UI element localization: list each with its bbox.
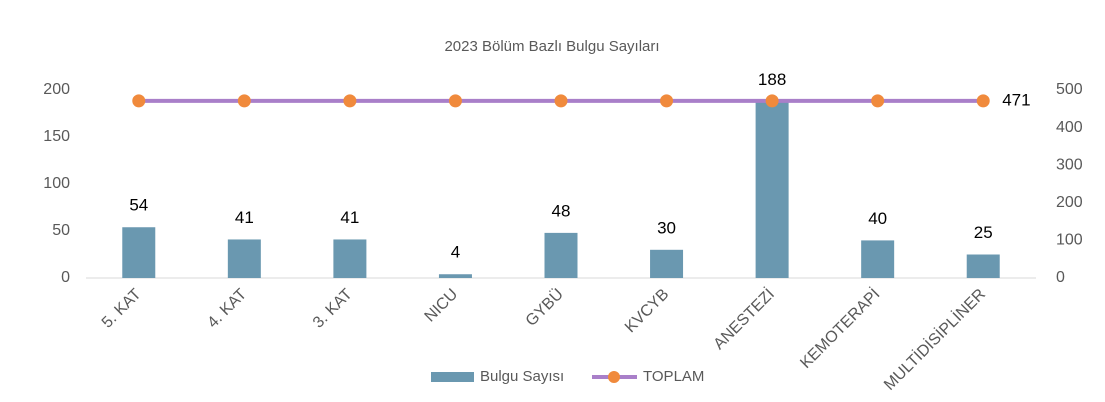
bar xyxy=(544,232,578,278)
line-marker xyxy=(871,94,885,108)
x-tick-label: KEMOTERAPİ xyxy=(796,284,884,372)
y-tick-label: 100 xyxy=(43,175,70,192)
data-label: 25 xyxy=(974,223,993,242)
bar xyxy=(755,101,789,278)
y2-tick-label: 100 xyxy=(1056,232,1083,249)
y2-tick-label: 500 xyxy=(1056,81,1083,98)
line-marker xyxy=(343,94,357,108)
line-marker xyxy=(660,94,674,108)
y-tick-label: 200 xyxy=(43,81,70,98)
chart-title: 2023 Bölüm Bazlı Bulgu Sayıları xyxy=(444,38,659,55)
data-label: 4 xyxy=(451,243,460,262)
legend-swatch xyxy=(431,372,474,382)
line-marker xyxy=(554,94,568,108)
bar xyxy=(333,239,367,278)
bar xyxy=(438,274,472,278)
x-tick-label: 4. KAT xyxy=(204,286,250,332)
y-tick-label: 150 xyxy=(43,128,70,145)
data-label: 41 xyxy=(340,208,359,227)
line-marker xyxy=(448,94,462,108)
legend-label: Bulgu Sayısı xyxy=(480,368,564,385)
bar xyxy=(861,240,895,278)
line-marker xyxy=(976,94,990,108)
x-tick-label: MULTİDİSİPLİNER xyxy=(880,284,989,393)
data-label: 188 xyxy=(758,70,786,89)
y2-tick-label: 0 xyxy=(1056,269,1065,286)
bar xyxy=(122,227,156,278)
y2-tick-label: 300 xyxy=(1056,156,1083,173)
x-tick-label: NICU xyxy=(422,286,462,326)
x-tick-label: KVCYB xyxy=(622,286,672,336)
line-marker xyxy=(765,94,779,108)
line-marker xyxy=(132,94,146,108)
data-label: 40 xyxy=(868,209,887,228)
data-label: 48 xyxy=(552,201,571,220)
legend-marker xyxy=(608,371,620,383)
data-label: 30 xyxy=(657,218,676,237)
x-tick-label: ANESTEZİ xyxy=(709,284,778,353)
x-tick-label: 3. KAT xyxy=(310,286,356,332)
bar xyxy=(227,239,261,278)
y2-tick-label: 200 xyxy=(1056,194,1083,211)
x-tick-label: GYBÜ xyxy=(522,285,567,330)
y-tick-label: 0 xyxy=(61,269,70,286)
data-label: 54 xyxy=(129,196,148,215)
y2-tick-label: 400 xyxy=(1056,119,1083,136)
data-label: 471 xyxy=(1002,90,1030,109)
bar xyxy=(966,254,1000,278)
bar xyxy=(650,249,684,278)
legend-label: TOPLAM xyxy=(643,368,704,385)
line-marker xyxy=(237,94,251,108)
x-tick-label: 5. KAT xyxy=(99,286,145,332)
y-tick-label: 50 xyxy=(52,222,70,239)
data-label: 41 xyxy=(235,208,254,227)
